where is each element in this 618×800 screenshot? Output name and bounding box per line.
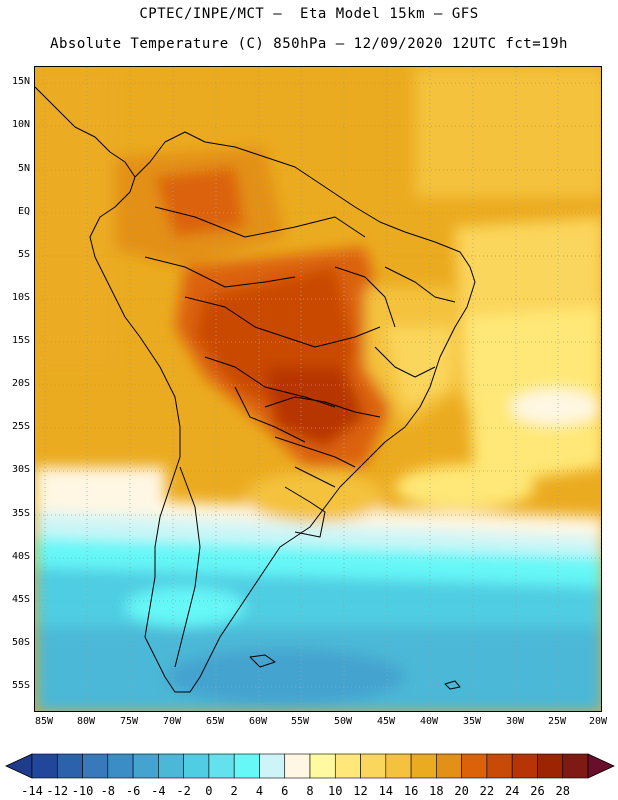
colorbar-cell	[208, 753, 235, 779]
colorbar-label: -4	[151, 784, 166, 798]
lon-label: 20W	[588, 716, 608, 727]
colorbar-under-arrow	[5, 753, 33, 779]
lat-label: 40S	[11, 551, 30, 562]
temperature-map	[34, 66, 602, 712]
colorbar-label: 28	[555, 784, 570, 798]
colorbar-cell	[56, 753, 83, 779]
lat-label: 5S	[17, 249, 30, 260]
colorbar-label: 22	[479, 784, 495, 798]
lon-label: 70W	[162, 716, 182, 727]
lat-label: 30S	[11, 464, 30, 475]
colorbar-cell	[461, 753, 488, 779]
lat-label: 15S	[11, 335, 30, 346]
colorbar-over-arrow	[587, 753, 615, 779]
colorbar-cell	[284, 753, 311, 779]
colorbar-label: 10	[328, 784, 343, 798]
colorbar-label: 20	[454, 784, 469, 798]
colorbar-cell	[158, 753, 184, 779]
colorbar-cell	[486, 753, 513, 779]
lat-label: 45S	[11, 594, 30, 605]
lon-label: 35W	[462, 716, 482, 727]
colorbar-label: 16	[403, 784, 419, 798]
colorbar-label: -8	[100, 784, 116, 798]
colorbar-label: 2	[230, 784, 238, 798]
lat-label: 10S	[11, 292, 30, 303]
title-line-1: CPTEC/INPE/MCT – Eta Model 15km – GFS	[139, 6, 479, 22]
lon-label: 65W	[205, 716, 225, 727]
colorbar-cell	[309, 753, 336, 779]
colorbar-label: -6	[125, 784, 141, 798]
colorbar-cell	[82, 753, 109, 779]
colorbar-cell	[537, 753, 564, 779]
coastlines-and-borders	[35, 86, 476, 693]
lat-label: 5N	[17, 163, 30, 174]
lat-label: 55S	[11, 680, 30, 691]
colorbar-label: 8	[306, 784, 314, 798]
colorbar-cell	[233, 753, 260, 779]
lat-label: EQ	[17, 206, 30, 217]
colorbar-cell	[385, 753, 412, 779]
lon-label: 85W	[34, 716, 54, 727]
colorbar-cell	[410, 753, 437, 779]
colorbar-label: -10	[71, 784, 94, 798]
colorbar-cell	[436, 753, 462, 779]
colorbar-label: 0	[205, 784, 213, 798]
colorbar-label: 14	[378, 784, 394, 798]
colorbar-cell	[132, 753, 159, 779]
colorbar-label: 12	[353, 784, 368, 798]
lat-label: 15N	[11, 76, 30, 87]
lon-label: 55W	[290, 716, 310, 727]
colorbar	[5, 753, 615, 779]
colorbar-cell	[360, 753, 387, 779]
lon-label: 60W	[248, 716, 268, 727]
lon-label: 30W	[505, 716, 525, 727]
colorbar-label: 6	[281, 784, 289, 798]
lon-label: 25W	[547, 716, 567, 727]
colorbar-cell	[107, 753, 134, 779]
colorbar-label: 26	[530, 784, 545, 798]
title-line-2: Absolute Temperature (C) 850hPa – 12/09/…	[50, 36, 568, 52]
colorbar-cell	[259, 753, 286, 779]
colorbar-label: -12	[46, 784, 69, 798]
colorbar-label: 18	[429, 784, 444, 798]
lat-label: 50S	[11, 637, 30, 648]
lat-label: 20S	[11, 378, 30, 389]
colorbar-cell	[511, 753, 538, 779]
lat-label: 10N	[11, 119, 30, 130]
colorbar-cell	[334, 753, 361, 779]
colorbar-label: -14	[21, 784, 43, 798]
lon-label: 45W	[376, 716, 396, 727]
lon-label: 75W	[119, 716, 139, 727]
colorbar-label: 4	[255, 784, 264, 798]
lat-label: 35S	[11, 508, 30, 519]
lon-label: 40W	[419, 716, 439, 727]
lon-label: 80W	[76, 716, 96, 727]
map-canvas	[35, 67, 601, 711]
lon-label: 50W	[333, 716, 353, 727]
colorbar-cell	[183, 753, 210, 779]
colorbar-cell	[31, 753, 58, 779]
colorbar-cell	[562, 753, 589, 779]
lat-label: 25S	[11, 421, 30, 432]
colorbar-label: -2	[176, 784, 191, 798]
colorbar-label: 24	[504, 784, 520, 798]
